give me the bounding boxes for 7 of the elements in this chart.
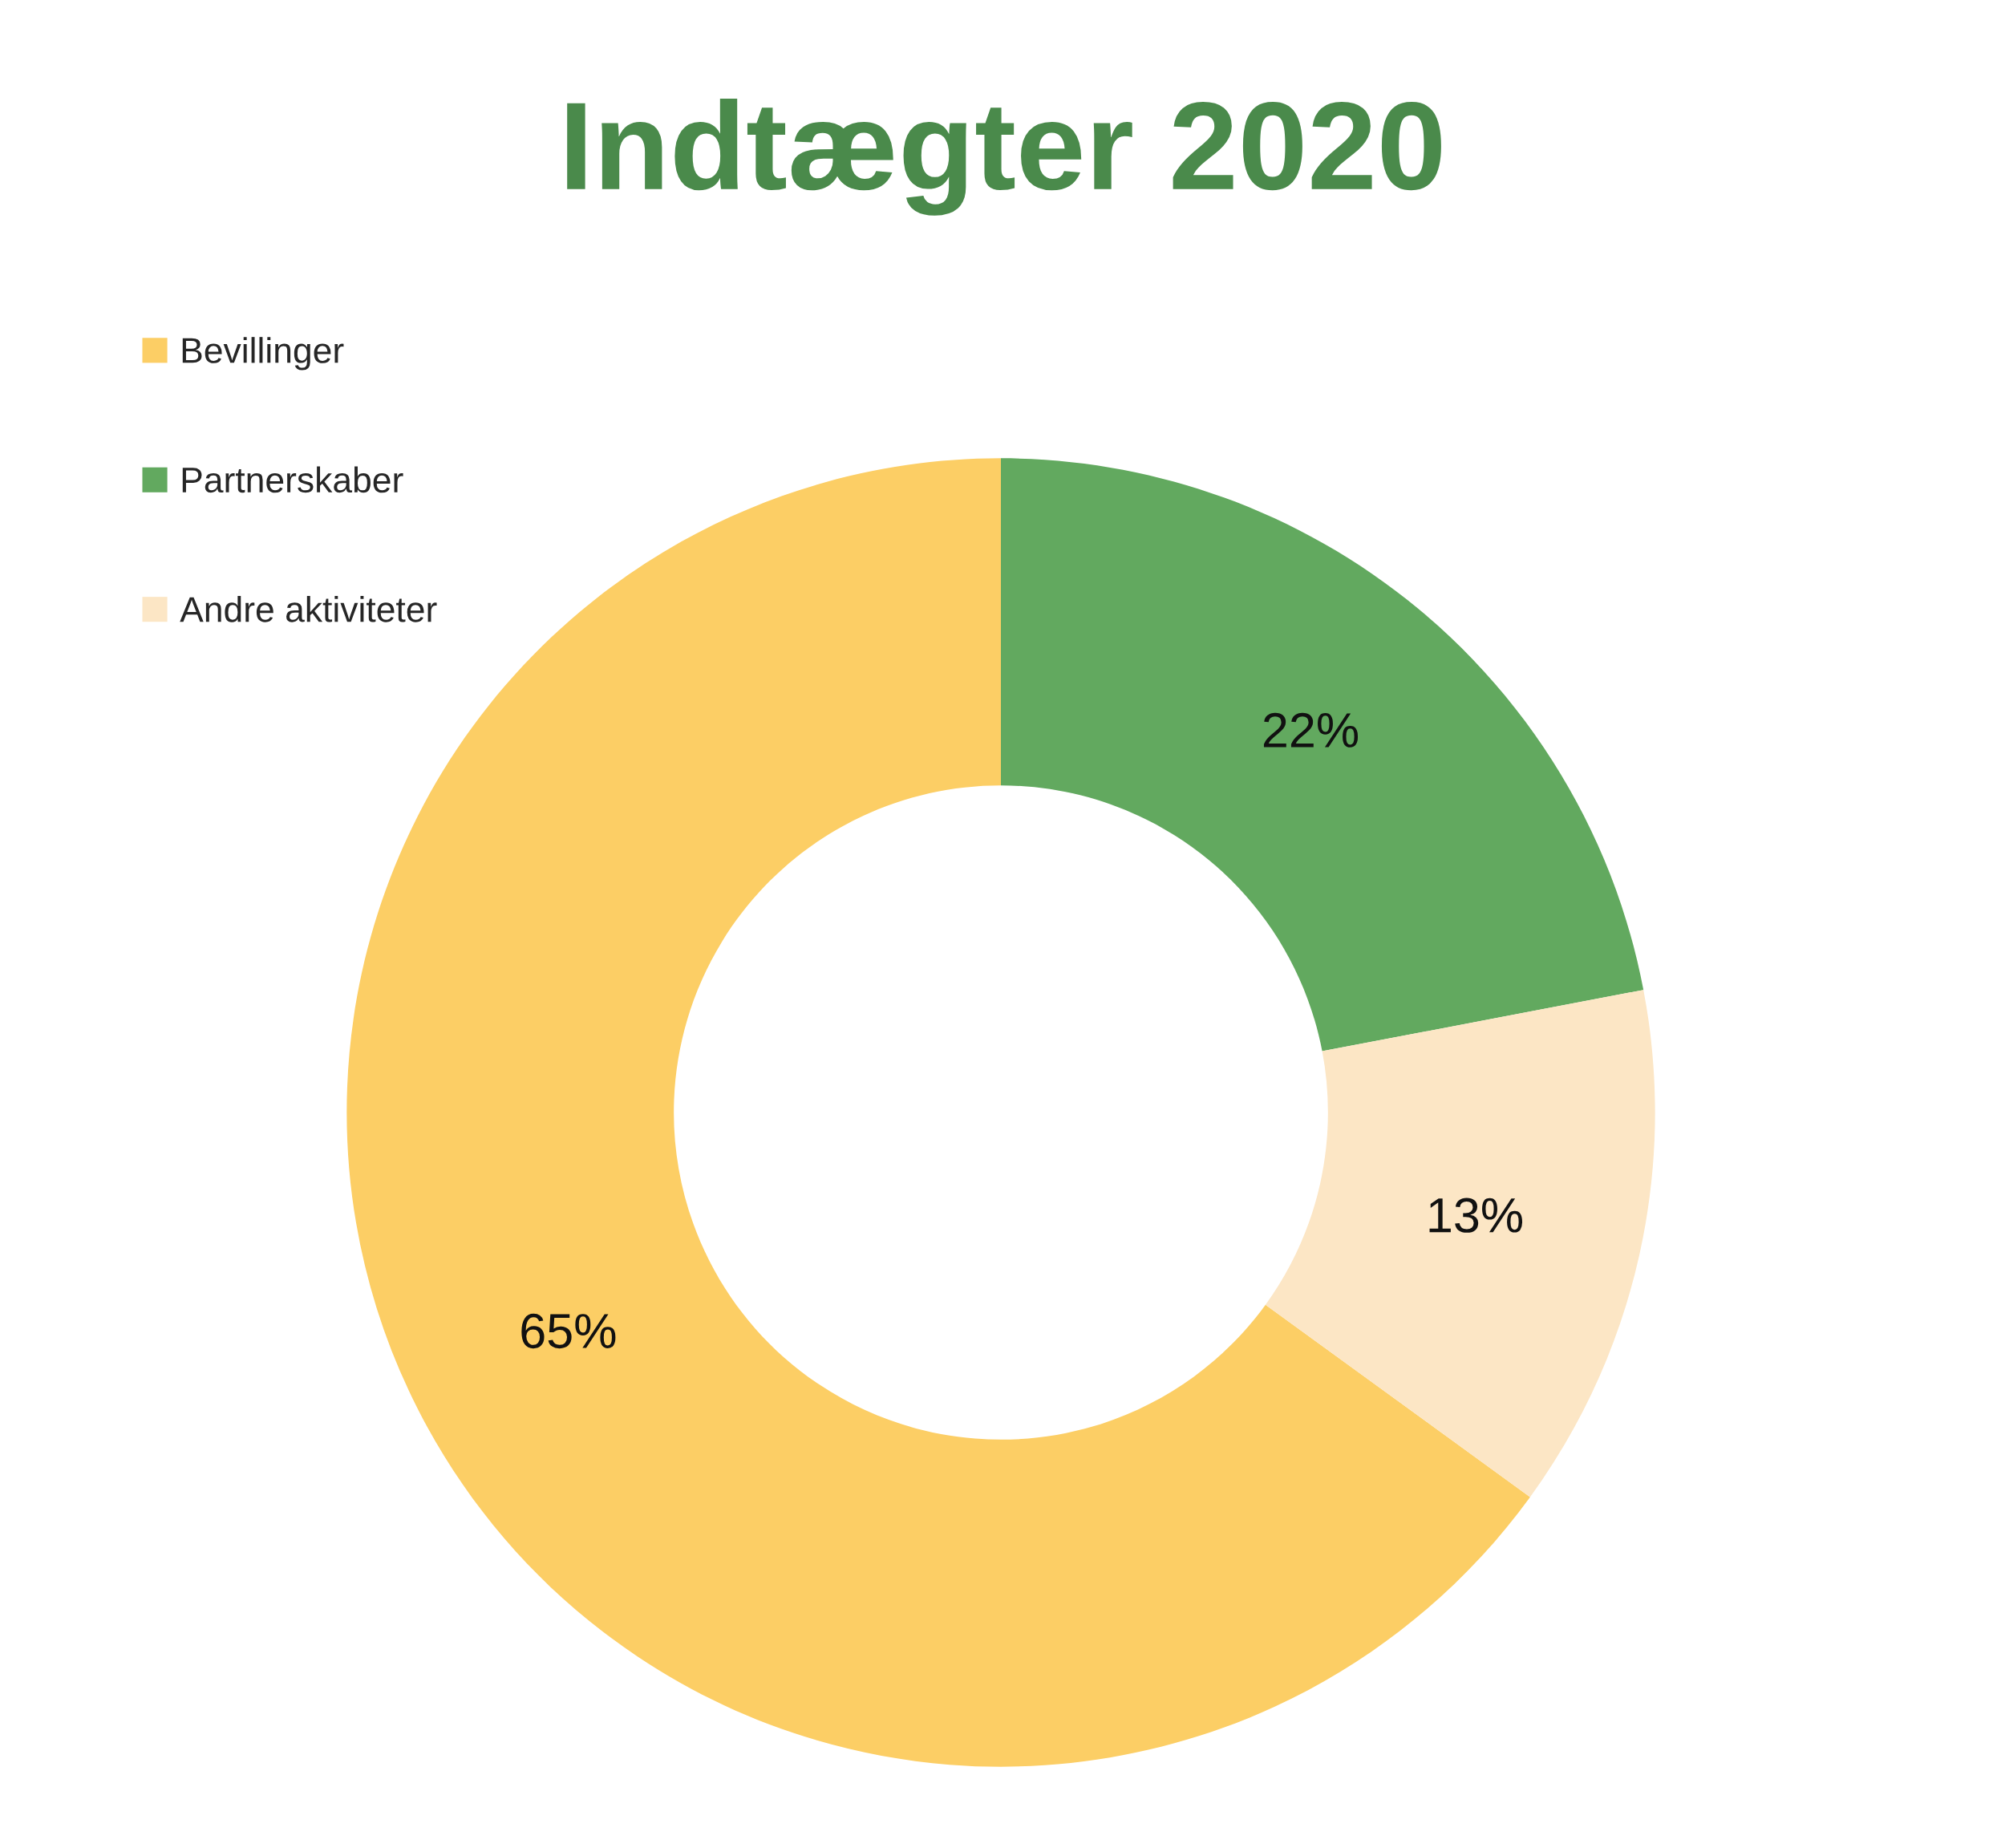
data-label: 22% [1263,712,1359,748]
legend-label: Partnerskaber [182,466,403,493]
data-label: 13% [1429,1198,1523,1233]
legend-label: Andre aktiviteter [180,596,437,622]
chart-title: Indtægter 2020 [567,99,1441,216]
legend-label: Bevillinger [182,337,344,371]
data-label: 65% [521,1313,616,1349]
